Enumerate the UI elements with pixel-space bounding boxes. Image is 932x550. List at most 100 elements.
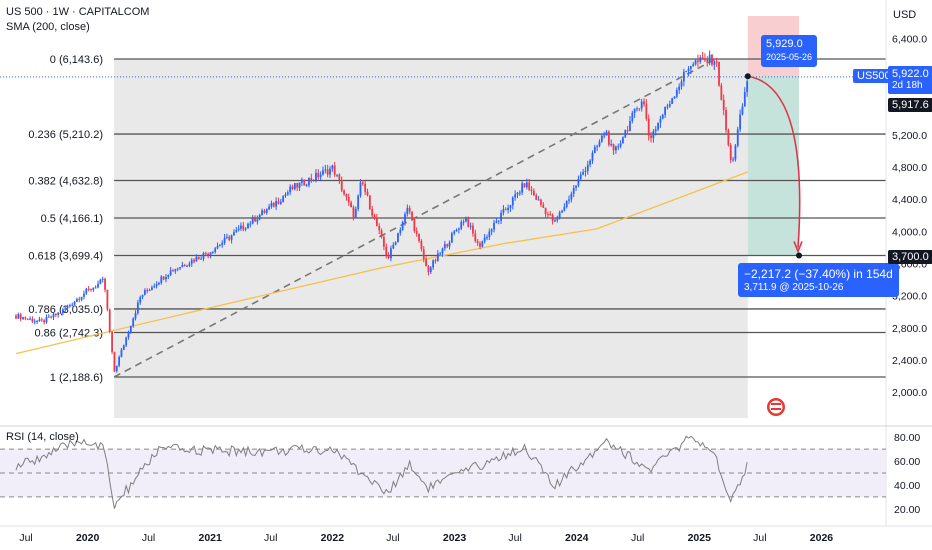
candle-body: [666, 106, 669, 108]
candle-body: [366, 191, 369, 196]
candle-body: [422, 249, 425, 260]
candle-body: [650, 135, 652, 139]
candle-body: [17, 314, 20, 319]
rsi-axis-tick: 60.00: [894, 456, 920, 468]
candle-body: [120, 349, 123, 357]
candle-body: [704, 58, 706, 61]
candle-body: [218, 245, 221, 247]
candle-body: [671, 98, 674, 104]
candle-body: [43, 320, 46, 323]
candle-body: [563, 206, 566, 211]
sma-200-line: [15, 171, 749, 355]
candle-body: [361, 182, 364, 184]
candle-body: [387, 255, 390, 259]
candle-body: [568, 199, 570, 201]
candle-body: [528, 182, 531, 190]
candle-body: [640, 101, 643, 109]
candle-body: [699, 57, 702, 62]
candle-body: [603, 135, 606, 137]
candle-body: [600, 135, 603, 142]
candle-body: [394, 242, 397, 245]
candle-body: [92, 287, 95, 290]
sma-indicator-label[interactable]: SMA (200, close): [6, 21, 90, 33]
candle-body: [104, 278, 106, 290]
candle-body: [427, 266, 430, 273]
candle-body: [165, 276, 167, 280]
candle-body: [507, 207, 510, 211]
candle-body: [108, 309, 111, 332]
candle-body: [404, 213, 406, 222]
candle-body: [247, 223, 249, 229]
candle-body: [472, 225, 474, 234]
candle-body: [457, 228, 460, 230]
candle-body: [521, 183, 524, 193]
candle-body: [256, 219, 259, 222]
candle-body: [160, 276, 163, 283]
candle-body: [352, 207, 355, 219]
candle-body: [657, 122, 659, 130]
candle-body: [420, 240, 423, 250]
candle-body: [373, 215, 376, 218]
candle-body: [500, 212, 502, 221]
price-axis-tick: 2,400.0: [892, 355, 927, 367]
candle-body: [326, 169, 329, 175]
candle-body: [715, 61, 718, 63]
candle-body: [293, 183, 296, 190]
candle-body: [734, 145, 737, 160]
candle-body: [298, 182, 301, 188]
candle-body: [59, 312, 62, 314]
candle-body: [542, 204, 545, 208]
candle-body: [743, 92, 746, 107]
candle-body: [668, 103, 671, 107]
candle-body: [589, 160, 592, 165]
candle-body: [554, 220, 556, 222]
candle-body: [277, 201, 280, 204]
candle-body: [453, 231, 456, 234]
candle-body: [284, 194, 287, 197]
candle-body: [479, 243, 481, 247]
candle-body: [694, 60, 697, 65]
projection-end-dot: [796, 252, 803, 259]
fib-level-label: 0.5 (4,166.1): [41, 213, 103, 225]
candle-body: [624, 130, 627, 138]
candle-body: [720, 85, 723, 100]
price-axis-tick: 4,800.0: [892, 162, 927, 174]
rsi-indicator-label[interactable]: RSI (14, close): [6, 431, 79, 443]
candle-body: [659, 118, 662, 123]
candle-body: [551, 214, 554, 222]
time-axis-label: 2022: [321, 532, 345, 544]
candle-body: [432, 260, 435, 268]
candle-body: [113, 351, 116, 372]
time-axis-label: Jul: [508, 532, 521, 544]
candle-body: [687, 68, 690, 71]
candle-body: [193, 259, 195, 262]
us-flag-stripe: [771, 408, 781, 410]
candle-body: [486, 237, 488, 239]
fib-zone-fill: [114, 59, 748, 418]
candle-body: [572, 187, 575, 194]
time-axis-label: Jul: [631, 532, 644, 544]
candle-body: [697, 60, 699, 62]
candle-body: [525, 182, 528, 188]
candle-body: [146, 290, 149, 292]
candle-body: [692, 64, 695, 67]
fib-level-label: 0 (6,143.6): [50, 54, 103, 66]
candle-body: [675, 90, 678, 97]
candle-body: [36, 320, 38, 322]
fib-level-label: 0.618 (3,699.4): [28, 251, 103, 263]
candle-body: [718, 61, 720, 86]
candle-body: [317, 172, 320, 178]
candle-body: [151, 287, 153, 290]
candle-body: [401, 221, 404, 230]
candle-body: [497, 220, 500, 222]
candle-body: [279, 201, 282, 204]
currency-label[interactable]: USD: [893, 9, 917, 21]
candle-body: [87, 288, 90, 290]
time-axis-label: 2021: [198, 532, 222, 544]
fib-level-label: 0.236 (5,210.2): [28, 129, 103, 141]
candle-body: [706, 60, 709, 63]
candle-body: [467, 217, 470, 227]
candle-body: [305, 185, 308, 187]
rsi-axis-tick: 20.00: [894, 504, 920, 516]
